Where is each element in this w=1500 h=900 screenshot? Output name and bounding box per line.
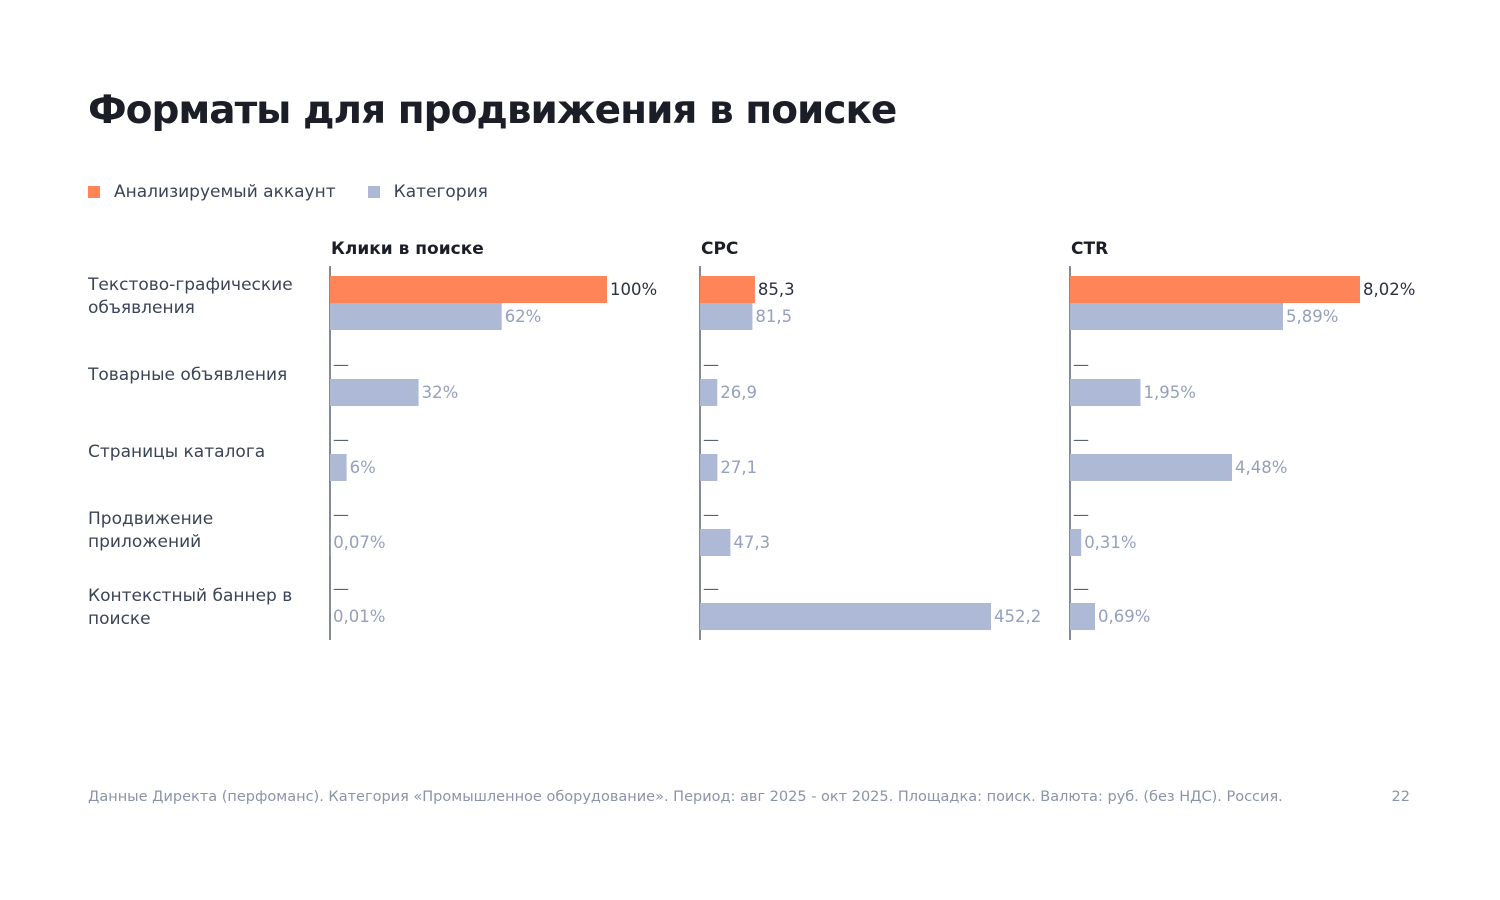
panel-title-2: CTR <box>1071 239 1108 259</box>
bar-1-1-1 <box>700 379 718 406</box>
bar-label-empty-2-0-1: — <box>1073 355 1089 374</box>
bar-label-2-0-0: 8,02% <box>1363 280 1415 299</box>
bar-label-2-1-3: 0,31% <box>1084 533 1136 552</box>
page-number: 22 <box>1391 789 1410 805</box>
page-title: Форматы для продвижения в поиске <box>88 88 897 133</box>
bar-2-0-0 <box>1070 276 1360 303</box>
bar-0-1-2 <box>330 454 347 481</box>
bar-label-empty-0-0-2: — <box>333 430 349 449</box>
bar-0-1-1 <box>330 379 419 406</box>
bar-0-1-0 <box>330 303 502 330</box>
bar-1-1-4 <box>700 603 991 630</box>
bar-label-0-1-2: 6% <box>350 458 376 477</box>
legend: Анализируемый аккаунт Категория <box>88 180 520 204</box>
bar-2-1-3 <box>1070 529 1082 556</box>
bar-label-1-1-2: 27,1 <box>720 458 757 477</box>
bar-label-0-1-1: 32% <box>422 383 459 402</box>
category-label-context-banner: Контекстный баннер в поиске <box>88 586 293 629</box>
panel-title-1: CPC <box>701 239 738 259</box>
bar-label-1-0-0: 85,3 <box>758 280 795 299</box>
category-label-app-promotion: Продвижение приложений <box>88 509 214 552</box>
bar-2-1-0 <box>1070 303 1283 330</box>
legend-label-category: Категория <box>393 182 488 202</box>
bar-1-1-2 <box>700 454 718 481</box>
bar-label-2-1-1: 1,95% <box>1144 383 1196 402</box>
bar-label-empty-1-0-1: — <box>703 355 719 374</box>
footer-note: Данные Директа (перфоманс). Категория «П… <box>88 789 1283 805</box>
bar-1-1-0 <box>700 303 753 330</box>
bar-1-0-0 <box>700 276 755 303</box>
bar-label-1-1-4: 452,2 <box>994 607 1041 626</box>
bar-1-1-3 <box>700 529 731 556</box>
legend-item-category: Категория <box>367 182 488 202</box>
legend-label-account: Анализируемый аккаунт <box>114 182 336 202</box>
legend-item-account: Анализируемый аккаунт <box>88 182 336 202</box>
bar-0-0-0 <box>330 276 607 303</box>
bar-label-empty-1-0-2: — <box>703 430 719 449</box>
panel-title-0: Клики в поиске <box>331 239 484 259</box>
bar-2-1-1 <box>1070 379 1141 406</box>
bar-label-empty-1-0-4: — <box>703 579 719 598</box>
bar-2-1-4 <box>1070 603 1095 630</box>
bar-label-empty-0-0-3: — <box>333 505 349 524</box>
bar-label-0-1-0: 62% <box>505 307 542 326</box>
bar-label-empty-1-0-3: — <box>703 505 719 524</box>
bar-label-2-1-2: 4,48% <box>1235 458 1287 477</box>
bar-label-empty-2-0-2: — <box>1073 430 1089 449</box>
bar-charts: Клики в поиске 100% — — — — 62% 32% 6% 0,07% 0,01%… <box>329 239 1415 640</box>
legend-swatch-category <box>367 186 380 198</box>
bar-label-1-1-0: 81,5 <box>755 307 792 326</box>
bar-label-1-1-3: 47,3 <box>733 533 770 552</box>
bar-label-empty-2-0-3: — <box>1073 505 1089 524</box>
category-label-product-ads: Товарные объявления <box>88 365 288 385</box>
bar-label-0-0-0: 100% <box>610 280 657 299</box>
category-label-catalog-pages: Страницы каталога <box>88 442 266 462</box>
category-label-text-graphic-ads: Текстово-графические объявления <box>88 275 293 318</box>
bar-label-0-1-3: 0,07% <box>333 533 385 552</box>
bar-label-2-1-0: 5,89% <box>1286 307 1338 326</box>
bar-label-empty-0-0-4: — <box>333 579 349 598</box>
bar-label-empty-0-0-1: — <box>333 355 349 374</box>
bar-label-2-1-4: 0,69% <box>1098 607 1150 626</box>
legend-swatch-account <box>88 186 100 198</box>
bar-2-1-2 <box>1070 454 1232 481</box>
bar-label-0-1-4: 0,01% <box>333 607 385 626</box>
bar-label-1-1-1: 26,9 <box>720 383 757 402</box>
bar-label-empty-2-0-4: — <box>1073 579 1089 598</box>
